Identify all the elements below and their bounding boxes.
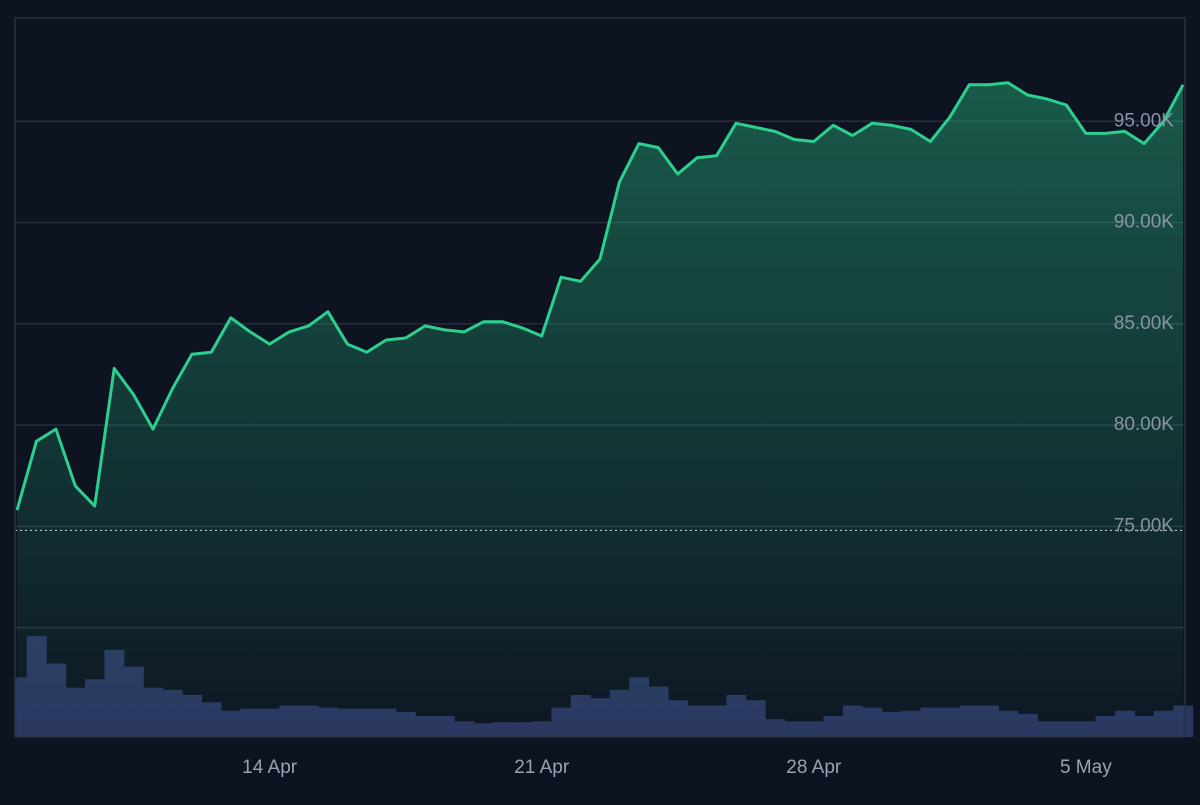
y-tick-label: 85.00K <box>1114 313 1175 334</box>
y-tick-label: 75.00K <box>1114 515 1175 536</box>
labels: 75.00K 80.00K 85.00K 90.00K 95.00K 14 Apr 21 A… <box>242 110 1174 778</box>
price <box>15 81 1185 738</box>
y-tick-label: 95.00K <box>1114 110 1175 131</box>
x-tick-label: 21 Apr <box>514 757 570 778</box>
price-area <box>17 82 1183 738</box>
y-tick-label: 90.00K <box>1114 212 1175 233</box>
price-line <box>15 81 1185 511</box>
x-tick-label: 28 Apr <box>786 757 842 778</box>
x-tick-label: 5 May <box>1060 757 1112 778</box>
y-tick-label: 80.00K <box>1114 414 1175 435</box>
plot-frame <box>14 17 1186 738</box>
x-tick-label: 14 Apr <box>242 757 298 778</box>
